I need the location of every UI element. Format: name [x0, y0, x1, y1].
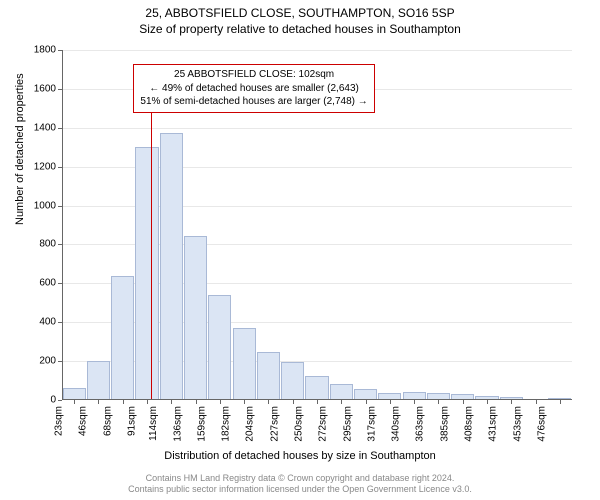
chart-container: 25, ABBOTSFIELD CLOSE, SOUTHAMPTON, SO16…: [0, 0, 600, 500]
y-tick-label: 1400: [34, 122, 56, 133]
histogram-bar: [184, 236, 207, 400]
x-tick-label: 182sqm: [221, 406, 232, 442]
y-tick-label: 1000: [34, 200, 56, 211]
x-tick-mark: [511, 400, 512, 404]
x-tick-label: 295sqm: [342, 406, 353, 442]
x-tick-mark: [268, 400, 269, 404]
x-tick-mark: [74, 400, 75, 404]
x-tick-label: 363sqm: [415, 406, 426, 442]
x-tick-mark: [196, 400, 197, 404]
x-tick-label: 272sqm: [318, 406, 329, 442]
x-tick-mark: [171, 400, 172, 404]
x-tick-mark: [147, 400, 148, 404]
x-tick-label: 431sqm: [488, 406, 499, 442]
x-tick-mark: [98, 400, 99, 404]
y-axis-title: Number of detached properties: [14, 73, 26, 225]
y-tick-label: 200: [39, 356, 56, 367]
y-tick-label: 800: [39, 239, 56, 250]
y-tick-label: 600: [39, 278, 56, 289]
footer: Contains HM Land Registry data © Crown c…: [0, 473, 600, 496]
x-tick-label: 476sqm: [537, 406, 548, 442]
x-tick-label: 227sqm: [269, 406, 280, 442]
y-tick-label: 400: [39, 317, 56, 328]
x-tick-mark: [220, 400, 221, 404]
x-tick-mark: [536, 400, 537, 404]
x-tick-label: 317sqm: [367, 406, 378, 442]
y-tick-label: 1600: [34, 83, 56, 94]
x-tick-mark: [438, 400, 439, 404]
x-tick-mark: [560, 400, 561, 404]
x-tick-mark: [463, 400, 464, 404]
annotation-line: 51% of semi-detached houses are larger (…: [140, 95, 367, 109]
x-tick-mark: [244, 400, 245, 404]
x-tick-mark: [293, 400, 294, 404]
histogram-bar: [208, 295, 231, 400]
annotation-box: 25 ABBOTSFIELD CLOSE: 102sqm← 49% of det…: [133, 64, 374, 113]
title-address: 25, ABBOTSFIELD CLOSE, SOUTHAMPTON, SO16…: [0, 6, 600, 20]
histogram-bar: [257, 352, 280, 400]
x-tick-label: 250sqm: [294, 406, 305, 442]
y-tick-mark: [58, 400, 62, 401]
footer-line-2: Contains public sector information licen…: [0, 484, 600, 496]
histogram-bar: [305, 376, 328, 400]
x-tick-label: 46sqm: [78, 406, 89, 436]
x-tick-label: 204sqm: [245, 406, 256, 442]
title-block: 25, ABBOTSFIELD CLOSE, SOUTHAMPTON, SO16…: [0, 0, 600, 36]
x-tick-label: 136sqm: [172, 406, 183, 442]
x-axis-title: Distribution of detached houses by size …: [0, 450, 600, 462]
x-tick-label: 408sqm: [464, 406, 475, 442]
histogram-bar: [160, 133, 183, 400]
x-tick-mark: [414, 400, 415, 404]
histogram-bar: [233, 328, 256, 400]
property-marker-line: [151, 64, 152, 400]
histogram-bar: [135, 147, 158, 400]
x-tick-mark: [317, 400, 318, 404]
y-tick-label: 1800: [34, 45, 56, 56]
histogram-bar: [87, 361, 110, 400]
x-tick-mark: [341, 400, 342, 404]
x-tick-label: 340sqm: [391, 406, 402, 442]
histogram-bar: [330, 384, 353, 400]
footer-line-1: Contains HM Land Registry data © Crown c…: [0, 473, 600, 485]
y-tick-label: 0: [50, 395, 56, 406]
x-tick-label: 91sqm: [126, 406, 137, 436]
x-tick-label: 385sqm: [439, 406, 450, 442]
histogram-bar: [281, 362, 304, 400]
y-axis-line: [62, 50, 63, 400]
plot-area: 25 ABBOTSFIELD CLOSE: 102sqm← 49% of det…: [62, 50, 572, 400]
title-subtitle: Size of property relative to detached ho…: [0, 22, 600, 36]
x-tick-label: 68sqm: [102, 406, 113, 436]
x-tick-label: 114sqm: [148, 406, 159, 441]
annotation-line: 25 ABBOTSFIELD CLOSE: 102sqm: [140, 68, 367, 82]
y-tick-label: 1200: [34, 161, 56, 172]
x-tick-mark: [123, 400, 124, 404]
x-tick-mark: [487, 400, 488, 404]
histogram-bar: [111, 276, 134, 400]
x-axis-line: [62, 399, 572, 400]
x-tick-label: 453sqm: [512, 406, 523, 442]
x-tick-label: 23sqm: [54, 406, 65, 436]
x-tick-label: 159sqm: [197, 406, 208, 442]
annotation-line: ← 49% of detached houses are smaller (2,…: [140, 82, 367, 96]
x-tick-mark: [390, 400, 391, 404]
x-tick-mark: [366, 400, 367, 404]
